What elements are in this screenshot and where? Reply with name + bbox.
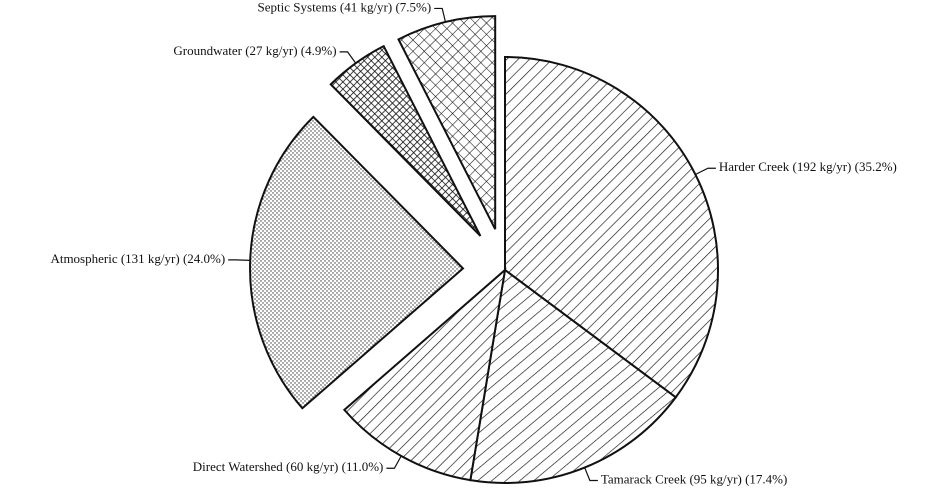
leader-line xyxy=(695,167,716,176)
leader-line xyxy=(386,455,402,469)
slice-label: Direct Watershed (60 kg/yr) (11.0%) xyxy=(193,459,384,474)
leader-line xyxy=(434,7,447,23)
leader-line xyxy=(228,259,251,261)
leader-line xyxy=(584,467,598,482)
pie-slice xyxy=(504,55,719,399)
pie-slice xyxy=(342,267,507,482)
pie-slice xyxy=(249,115,465,410)
slice-label: Septic Systems (41 kg/yr) (7.5%) xyxy=(258,0,432,14)
pie-slice xyxy=(397,15,497,230)
slice-label: Atmospheric (131 kg/yr) (24.0%) xyxy=(50,251,225,266)
leader-line xyxy=(339,51,357,64)
slice-label: Tamarack Creek (95 kg/yr) (17.4%) xyxy=(601,472,787,487)
slice-label: Groundwater (27 kg/yr) (4.9%) xyxy=(173,43,336,58)
slice-label: Harder Creek (192 kg/yr) (35.2%) xyxy=(719,159,897,174)
